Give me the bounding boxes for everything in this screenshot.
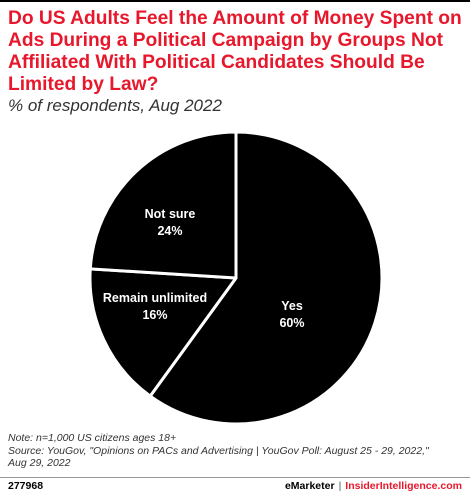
note-date: Aug 29, 2022 — [8, 457, 71, 469]
chart-subtitle: % of respondents, Aug 2022 — [8, 96, 222, 115]
top-rule — [0, 0, 470, 2]
chart-title: Do US Adults Feel the Amount of Money Sp… — [8, 8, 462, 95]
slice-label-not-sure: Not sure — [145, 207, 196, 221]
slice-label-remain-unlimited: Remain unlimited — [103, 291, 207, 305]
pie-labels: Yes 60% Remain unlimited 16% Not sure 24% — [103, 207, 305, 330]
note-source: Source: YouGov, "Opinions on PACs and Ad… — [8, 444, 429, 457]
bottom-rule — [0, 477, 470, 478]
chart-id: 277968 — [8, 480, 44, 492]
slice-value-not-sure: 24% — [157, 224, 182, 238]
slice-label-yes: Yes — [281, 299, 303, 313]
pie-slices — [88, 130, 384, 426]
note-sample: Note: n=1,000 US citizens ages 18+ — [8, 432, 177, 444]
brand-insider-intelligence: InsiderIntelligence.com — [345, 480, 462, 492]
brand-emarketer: eMarketer — [284, 480, 335, 492]
pie-slice-yes — [148, 130, 384, 426]
footer-brand: eMarketer | InsiderIntelligence.com — [285, 480, 462, 492]
brand-separator: | — [338, 480, 342, 492]
chart-note: Note: n=1,000 US citizens ages 18+ Sourc… — [8, 432, 466, 470]
slice-value-remain-unlimited: 16% — [142, 308, 167, 322]
pie-slice-not-sure — [88, 130, 238, 280]
pie-slice-remain-unlimited — [88, 267, 238, 398]
slice-value-yes: 60% — [279, 316, 304, 330]
